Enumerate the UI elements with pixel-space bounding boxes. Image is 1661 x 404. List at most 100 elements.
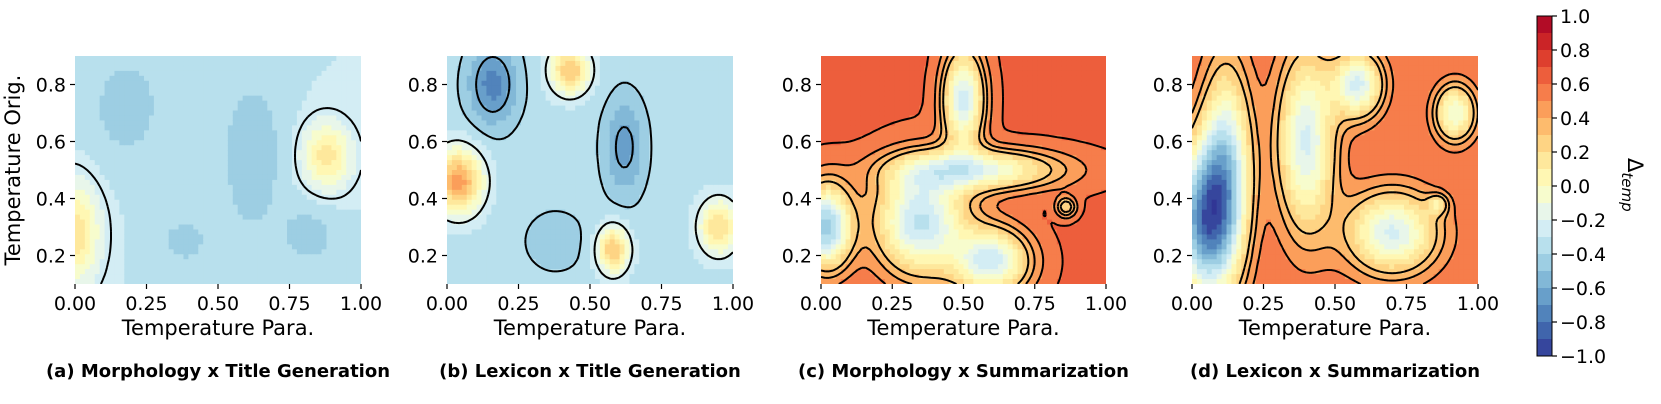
- heatmap-cell: [649, 279, 655, 284]
- heatmap-cell: [466, 105, 473, 112]
- heatmap-cell: [659, 274, 665, 280]
- heatmap-cell: [466, 125, 473, 131]
- heatmap-cell: [516, 155, 522, 161]
- heatmap-cell: [351, 189, 357, 196]
- heatmap-cell: [496, 170, 502, 176]
- heatmap-cell: [222, 199, 229, 206]
- heatmap-cell: [262, 155, 268, 161]
- heatmap-cell: [173, 229, 180, 236]
- heatmap-cell: [341, 75, 347, 82]
- heatmap-cell: [222, 120, 229, 126]
- heatmap-cell: [351, 170, 357, 176]
- heatmap-cell: [277, 214, 283, 221]
- heatmap-cell: [496, 229, 502, 236]
- heatmap-cell: [124, 105, 130, 112]
- heatmap-cell: [213, 56, 219, 62]
- heatmap-cell: [501, 184, 507, 191]
- heatmap-cell: [188, 224, 194, 231]
- heatmap-cell: [451, 115, 458, 122]
- heatmap-cell: [634, 75, 640, 82]
- heatmap-cell: [481, 160, 488, 166]
- heatmap-cell: [535, 219, 542, 226]
- heatmap-cell: [139, 120, 145, 126]
- heatmap-cell: [351, 80, 357, 87]
- heatmap-cell: [232, 90, 239, 97]
- heatmap-cell: [545, 239, 552, 245]
- heatmap-cell: [242, 56, 249, 62]
- heatmap-cell: [114, 165, 120, 171]
- heatmap-cell: [471, 279, 478, 284]
- heatmap-cell: [461, 130, 468, 136]
- heatmap-cell: [134, 80, 140, 87]
- heatmap-cell: [252, 254, 259, 260]
- heatmap-cell: [663, 70, 670, 77]
- heatmap-cell: [491, 199, 497, 206]
- heatmap-cell: [599, 249, 606, 255]
- heatmap-cell: [178, 60, 185, 67]
- heatmap-cell: [604, 264, 611, 270]
- heatmap-cell: [326, 70, 333, 77]
- heatmap-cell: [550, 130, 557, 136]
- heatmap-cell: [267, 209, 273, 216]
- heatmap-cell: [252, 239, 259, 245]
- heatmap-cell: [654, 219, 660, 226]
- heatmap-cell: [491, 95, 497, 102]
- heatmap-cell: [336, 65, 342, 72]
- heatmap-cell: [476, 100, 483, 107]
- heatmap-cell: [516, 170, 522, 176]
- heatmap-cell: [535, 85, 542, 92]
- heatmap-cell: [609, 95, 616, 102]
- heatmap-cell: [525, 56, 532, 62]
- heatmap-cell: [291, 165, 298, 171]
- heatmap-cell: [287, 95, 293, 102]
- heatmap-cell: [252, 194, 259, 201]
- heatmap-cell: [168, 165, 175, 171]
- heatmap-cell: [678, 249, 685, 255]
- heatmap-cell: [594, 85, 601, 92]
- heatmap-cell: [624, 145, 631, 151]
- heatmap-cell: [550, 214, 557, 221]
- heatmap-cell: [659, 65, 665, 72]
- heatmap-cell: [570, 125, 576, 131]
- heatmap-cell: [678, 85, 685, 92]
- heatmap-cell: [119, 160, 125, 166]
- heatmap-cell: [222, 75, 229, 82]
- heatmap-cell: [242, 125, 249, 131]
- heatmap-cell: [168, 199, 175, 206]
- heatmap-cell: [242, 174, 249, 181]
- heatmap-cell: [144, 70, 150, 77]
- heatmap-cell: [277, 95, 283, 102]
- heatmap-cell: [183, 170, 190, 176]
- heatmap-cell: [486, 120, 492, 126]
- heatmap-cell: [272, 155, 278, 161]
- heatmap-cell: [222, 219, 229, 226]
- heatmap-cell: [673, 189, 680, 196]
- heatmap-cell: [257, 135, 263, 141]
- heatmap-cell: [668, 179, 675, 186]
- heatmap-cell: [668, 259, 675, 265]
- heatmap-cell: [663, 115, 670, 122]
- heatmap-cell: [585, 209, 591, 216]
- heatmap-cell: [451, 160, 458, 166]
- heatmap-cell: [237, 125, 244, 131]
- heatmap-cell: [456, 279, 463, 284]
- heatmap-cell: [678, 274, 685, 280]
- heatmap-cell: [232, 155, 239, 161]
- heatmap-cell: [173, 204, 180, 211]
- heatmap-cell: [144, 264, 150, 270]
- heatmap-cell: [75, 194, 81, 201]
- heatmap-cell: [109, 160, 116, 166]
- heatmap-cell: [153, 259, 160, 265]
- heatmap-cell: [129, 204, 135, 211]
- heatmap-cell: [99, 100, 106, 107]
- heatmap-cell: [476, 130, 483, 136]
- heatmap-cell: [351, 125, 357, 131]
- heatmap-cell: [501, 145, 507, 151]
- heatmap-cell: [447, 279, 453, 284]
- heatmap-cell: [208, 165, 214, 171]
- heatmap-cell: [525, 85, 532, 92]
- heatmap-cell: [267, 259, 273, 265]
- heatmap-cell: [599, 254, 606, 260]
- heatmap-cell: [311, 279, 318, 284]
- heatmap-cell: [599, 234, 606, 240]
